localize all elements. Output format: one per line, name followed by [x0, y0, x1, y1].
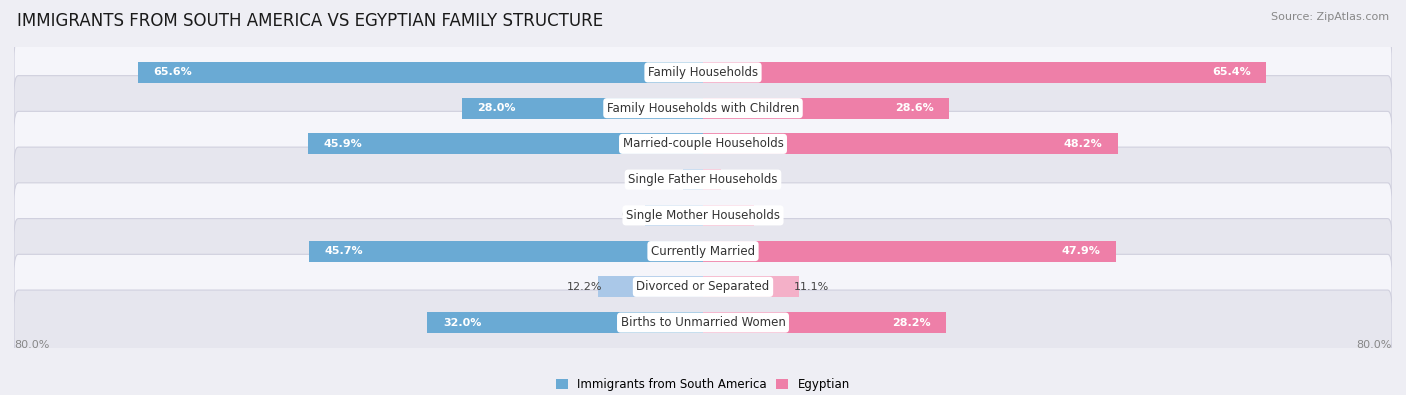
Bar: [309, 241, 703, 261]
Bar: [703, 276, 799, 297]
Bar: [703, 98, 949, 119]
Text: 80.0%: 80.0%: [1357, 340, 1392, 350]
FancyBboxPatch shape: [14, 183, 1392, 248]
Text: 65.4%: 65.4%: [1212, 68, 1251, 77]
Bar: [703, 241, 1115, 261]
FancyBboxPatch shape: [14, 218, 1392, 284]
Text: 2.1%: 2.1%: [717, 175, 745, 184]
Text: Divorced or Separated: Divorced or Separated: [637, 280, 769, 293]
Text: Currently Married: Currently Married: [651, 245, 755, 258]
Bar: [683, 169, 703, 190]
Text: 12.2%: 12.2%: [567, 282, 602, 292]
Text: Single Father Households: Single Father Households: [628, 173, 778, 186]
Text: 65.6%: 65.6%: [153, 68, 193, 77]
Bar: [703, 134, 1118, 154]
Text: Family Households: Family Households: [648, 66, 758, 79]
Text: 48.2%: 48.2%: [1064, 139, 1102, 149]
Text: 45.9%: 45.9%: [323, 139, 361, 149]
Bar: [703, 62, 1267, 83]
Text: 6.7%: 6.7%: [621, 211, 650, 220]
Bar: [703, 169, 721, 190]
FancyBboxPatch shape: [14, 111, 1392, 177]
Bar: [598, 276, 703, 297]
Text: Married-couple Households: Married-couple Households: [623, 137, 783, 150]
FancyBboxPatch shape: [14, 290, 1392, 355]
Text: IMMIGRANTS FROM SOUTH AMERICA VS EGYPTIAN FAMILY STRUCTURE: IMMIGRANTS FROM SOUTH AMERICA VS EGYPTIA…: [17, 12, 603, 30]
Bar: [461, 98, 703, 119]
Text: 45.7%: 45.7%: [325, 246, 364, 256]
Bar: [427, 312, 703, 333]
Text: Family Households with Children: Family Households with Children: [607, 102, 799, 115]
Text: Births to Unmarried Women: Births to Unmarried Women: [620, 316, 786, 329]
FancyBboxPatch shape: [14, 75, 1392, 141]
Text: 11.1%: 11.1%: [794, 282, 830, 292]
Text: 5.9%: 5.9%: [749, 211, 778, 220]
Bar: [308, 134, 703, 154]
Text: Single Mother Households: Single Mother Households: [626, 209, 780, 222]
Text: 28.6%: 28.6%: [896, 103, 934, 113]
Text: 47.9%: 47.9%: [1062, 246, 1099, 256]
Bar: [645, 205, 703, 226]
Text: 80.0%: 80.0%: [14, 340, 49, 350]
Text: 2.3%: 2.3%: [659, 175, 688, 184]
Text: Source: ZipAtlas.com: Source: ZipAtlas.com: [1271, 12, 1389, 22]
Legend: Immigrants from South America, Egyptian: Immigrants from South America, Egyptian: [551, 373, 855, 395]
Text: 28.0%: 28.0%: [478, 103, 516, 113]
FancyBboxPatch shape: [14, 254, 1392, 320]
Text: 28.2%: 28.2%: [891, 318, 931, 327]
Bar: [703, 205, 754, 226]
Text: 32.0%: 32.0%: [443, 318, 481, 327]
FancyBboxPatch shape: [14, 40, 1392, 105]
FancyBboxPatch shape: [14, 147, 1392, 212]
Bar: [138, 62, 703, 83]
Bar: [703, 312, 946, 333]
